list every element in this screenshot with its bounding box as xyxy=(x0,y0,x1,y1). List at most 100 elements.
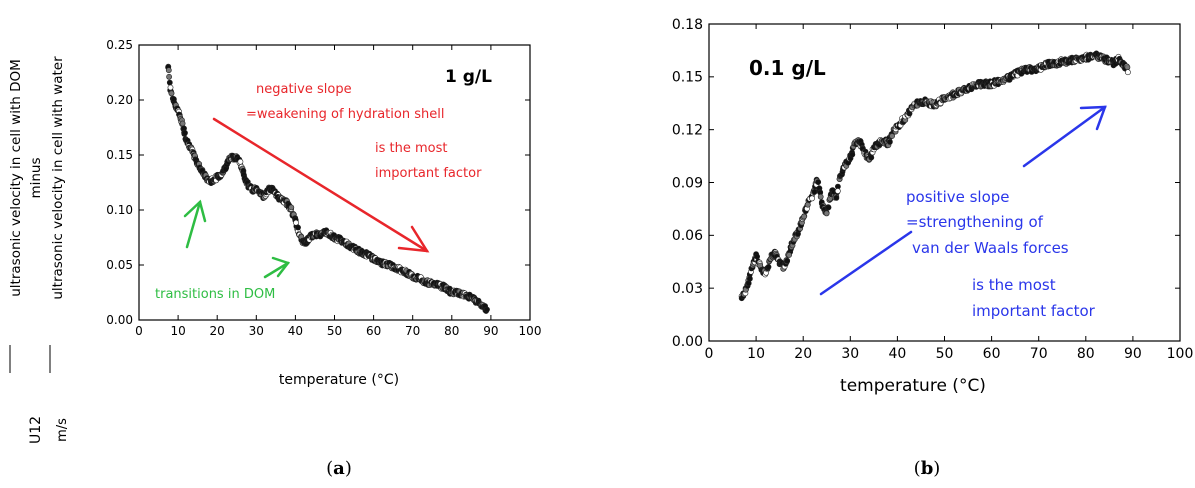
data-point xyxy=(823,210,830,217)
data-point xyxy=(801,213,807,220)
arrow-green-2 xyxy=(263,256,291,279)
axis-ticks-b: 0 10 20 30 40 50 60 70 80 90 100 0.00 0.03 0.06 0.09 0.… xyxy=(672,17,1194,362)
ylabel-a-line-3: ultrasonic velocity in cell with water xyxy=(50,56,66,300)
data-point xyxy=(1125,69,1131,76)
data-point xyxy=(817,193,824,200)
ytick-label: 0.10 xyxy=(106,203,133,217)
ylabel-a-line-1: ultrasonic velocity in cell with DOM xyxy=(8,59,24,297)
xtick-label: 100 xyxy=(1167,346,1194,362)
data-point xyxy=(293,219,299,226)
xtick-label: 0 xyxy=(705,346,714,362)
caption-a: (a) xyxy=(326,458,352,479)
annotation-blue-line-5: important factor xyxy=(972,302,1096,320)
ytick-label: 0.15 xyxy=(106,148,133,162)
ytick-label: 0.05 xyxy=(106,258,133,272)
data-point xyxy=(295,224,301,231)
arrow-green-1 xyxy=(183,199,207,249)
annotation-red-line-2: =weakening of hydration shell xyxy=(246,107,444,122)
xlabel-b: temperature (°C) xyxy=(840,376,986,396)
caption-b-close: ) xyxy=(933,458,940,479)
xtick-label: 0 xyxy=(135,324,143,338)
ytick-label: 0.09 xyxy=(672,175,703,191)
data-point xyxy=(165,67,172,74)
annotation-blue-line-3: van der Waals forces xyxy=(912,239,1069,257)
data-point xyxy=(754,253,760,260)
ytick-label: 0.18 xyxy=(672,17,703,33)
ylabel-a-units: m/s xyxy=(55,418,70,442)
annotation-green: transitions in DOM xyxy=(155,287,275,302)
concentration-label-a: 1 g/L xyxy=(445,67,492,87)
data-point xyxy=(825,204,832,211)
data-point xyxy=(237,158,244,165)
annotation-red-line-3: is the most xyxy=(375,141,447,156)
xtick-label: 70 xyxy=(1030,346,1048,362)
ylabel-a-u12: U12 xyxy=(28,416,44,444)
data-point xyxy=(166,79,173,86)
xtick-label: 20 xyxy=(794,346,812,362)
data-point xyxy=(1124,64,1131,71)
annotation-blue: positive slope =strengthening of van der… xyxy=(906,188,1096,320)
xtick-label: 50 xyxy=(327,324,342,338)
xtick-label: 90 xyxy=(483,324,498,338)
arrow-blue-2 xyxy=(819,230,913,296)
ytick-label: 0.20 xyxy=(106,93,133,107)
data-point xyxy=(166,73,172,80)
data-point xyxy=(288,204,295,211)
caption-b-open: ( xyxy=(914,458,921,479)
xtick-label: 80 xyxy=(444,324,459,338)
data-point xyxy=(809,195,815,202)
arrow-blue-1 xyxy=(1022,105,1107,168)
data-point xyxy=(804,201,811,208)
data-point xyxy=(868,154,875,161)
data-point xyxy=(833,194,840,201)
axis-ticks-a: 0 10 20 30 40 50 60 70 80 90 100 0.00 0.05 0.10 0.15 0.… xyxy=(106,38,541,338)
annotation-red: negative slope =weakening of hydration s… xyxy=(246,82,482,181)
panel-b: 0 10 20 30 40 50 60 70 80 90 100 0.00 0.03 0.06 0.09 0.… xyxy=(672,17,1194,396)
ytick-label: 0.15 xyxy=(672,70,703,86)
scatter-points-a xyxy=(165,63,490,314)
data-point xyxy=(484,306,490,313)
data-point xyxy=(167,84,174,91)
panel-a: ultrasonic velocity in cell with DOM min… xyxy=(8,38,541,444)
data-point xyxy=(849,151,856,158)
xtick-label: 10 xyxy=(170,324,185,338)
xtick-label: 100 xyxy=(519,324,542,338)
ytick-label: 0.25 xyxy=(106,38,133,52)
arrow-red xyxy=(212,117,430,253)
annotation-red-line-4: important factor xyxy=(375,166,482,181)
annotation-blue-line-4: is the most xyxy=(972,276,1056,294)
annotation-blue-line-2: =strengthening of xyxy=(906,213,1044,231)
concentration-label-b: 0.1 g/L xyxy=(749,56,826,80)
data-point xyxy=(786,252,792,258)
xtick-label: 70 xyxy=(405,324,420,338)
xtick-label: 80 xyxy=(1077,346,1095,362)
caption-a-letter: a xyxy=(333,458,345,479)
caption-a-close: ) xyxy=(345,458,352,479)
data-point xyxy=(182,129,188,136)
annotation-red-line-1: negative slope xyxy=(256,82,352,97)
data-point xyxy=(168,90,175,97)
ytick-label: 0.00 xyxy=(106,313,133,327)
scatter-points-b xyxy=(738,50,1131,302)
caption-b-letter: b xyxy=(921,458,934,479)
data-point xyxy=(765,263,772,270)
caption-b: (b) xyxy=(914,458,941,479)
ytick-label: 0.12 xyxy=(672,123,703,139)
ylabel-a-line-2: minus xyxy=(28,157,44,198)
xtick-label: 50 xyxy=(936,346,954,362)
data-point xyxy=(815,179,822,185)
xtick-label: 30 xyxy=(249,324,264,338)
ytick-label: 0.03 xyxy=(672,281,703,297)
xtick-label: 40 xyxy=(288,324,303,338)
data-point xyxy=(784,258,790,264)
caption-a-open: ( xyxy=(326,458,333,479)
xtick-label: 60 xyxy=(983,346,1001,362)
ytick-label: 0.06 xyxy=(672,228,703,244)
ytick-label: 0.00 xyxy=(672,334,703,350)
xtick-label: 60 xyxy=(366,324,381,338)
xtick-label: 30 xyxy=(841,346,859,362)
xtick-label: 10 xyxy=(747,346,765,362)
data-point xyxy=(179,120,186,127)
xtick-label: 90 xyxy=(1124,346,1142,362)
